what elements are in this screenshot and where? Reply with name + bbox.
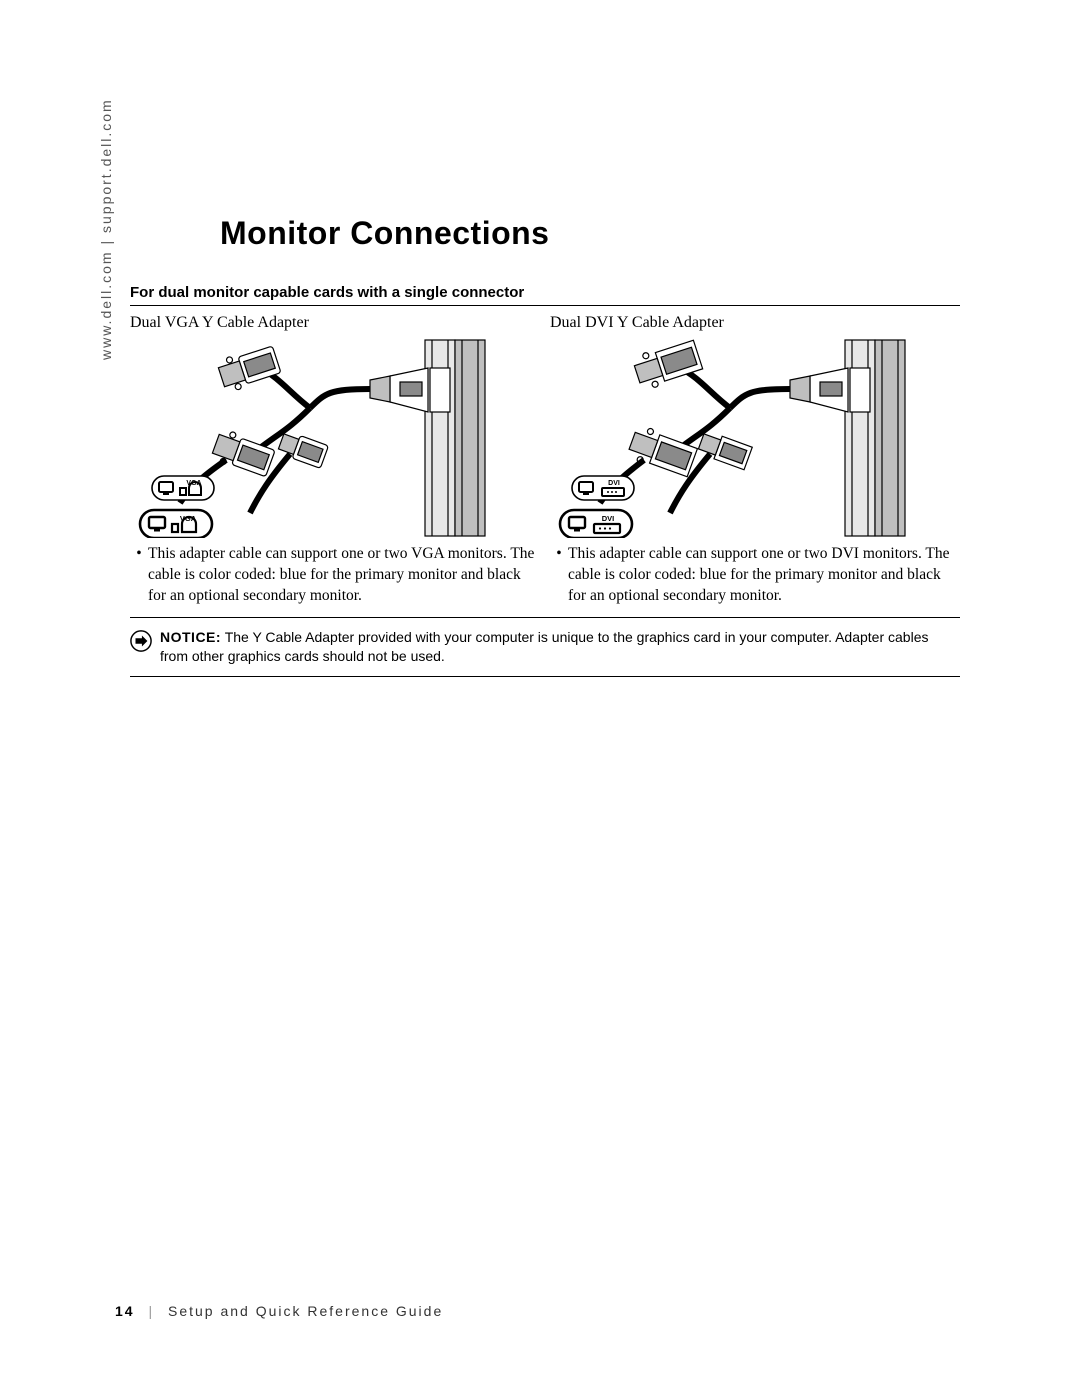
adapter-columns: Dual VGA Y Cable Adapter	[130, 314, 960, 618]
page-footer: 14 | Setup and Quick Reference Guide	[115, 1303, 443, 1319]
guide-name: Setup and Quick Reference Guide	[168, 1303, 443, 1319]
bullet-dot-icon: •	[550, 544, 568, 607]
notice-row: NOTICE: The Y Cable Adapter provided wit…	[130, 628, 960, 677]
side-url-label: www.dell.com | support.dell.com	[98, 98, 114, 360]
page-content: Monitor Connections For dual monitor cap…	[130, 215, 960, 677]
vga-bullet-text: This adapter cable can support one or tw…	[148, 544, 540, 607]
notice-body: The Y Cable Adapter provided with your c…	[160, 629, 928, 664]
vga-column: Dual VGA Y Cable Adapter	[130, 314, 540, 607]
notice-arrow-icon	[130, 630, 152, 652]
bullet-dot-icon: •	[130, 544, 148, 607]
vga-column-label: Dual VGA Y Cable Adapter	[130, 314, 540, 332]
dvi-bullet: • This adapter cable can support one or …	[550, 544, 960, 607]
footer-separator: |	[148, 1303, 154, 1319]
dvi-cable-diagram: DVI DVI	[550, 338, 960, 538]
dvi-port-bottom-label: DVI	[602, 514, 615, 523]
page-title: Monitor Connections	[220, 215, 960, 252]
dvi-port-top-label: DVI	[608, 480, 620, 487]
dvi-column-label: Dual DVI Y Cable Adapter	[550, 314, 960, 332]
vga-bullet: • This adapter cable can support one or …	[130, 544, 540, 607]
notice-text: NOTICE: The Y Cable Adapter provided wit…	[160, 628, 960, 666]
notice-label: NOTICE:	[160, 629, 221, 645]
page-number: 14	[115, 1303, 135, 1319]
vga-cable-diagram: VGA VGA	[130, 338, 540, 538]
section-heading: For dual monitor capable cards with a si…	[130, 284, 960, 306]
dvi-column: Dual DVI Y Cable Adapter	[550, 314, 960, 607]
dvi-bullet-text: This adapter cable can support one or tw…	[568, 544, 960, 607]
